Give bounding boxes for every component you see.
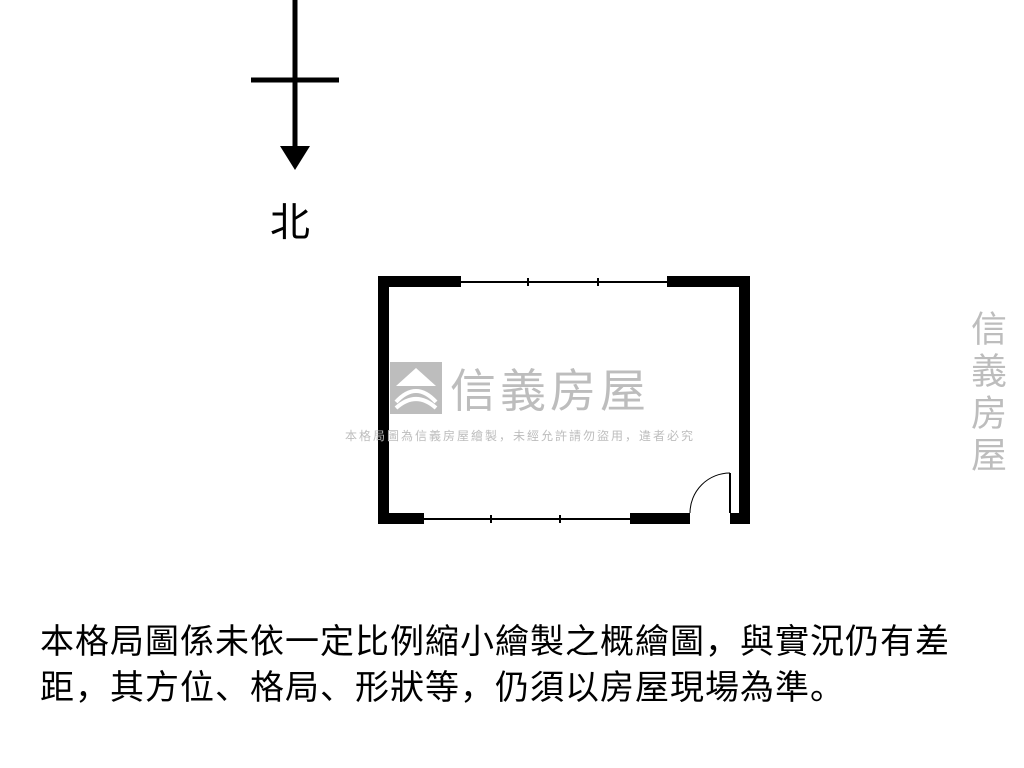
arrow-down-icon	[235, 0, 355, 200]
window-end	[630, 513, 632, 524]
wall	[378, 276, 389, 524]
window-rail	[459, 281, 669, 283]
door-opening	[690, 513, 730, 524]
window-mullion	[559, 515, 561, 523]
window-end	[667, 276, 669, 287]
window-end	[422, 513, 424, 524]
floorplan-room	[378, 276, 750, 524]
door-swing-icon	[690, 473, 730, 513]
disclaimer-text: 本格局圖係未依一定比例縮小繪製之概繪圖，與實況仍有差距，其方位、格局、形狀等，仍…	[40, 620, 990, 712]
window-rail	[422, 518, 632, 520]
north-label: 北	[270, 190, 310, 248]
window-mullion	[490, 515, 492, 523]
window-mullion	[597, 278, 599, 286]
window-mullion	[527, 278, 529, 286]
window-end	[459, 276, 461, 287]
diagram-canvas: 北 信義房屋 本格局圖為信義房屋繪製，未經允許請勿盜用，違者必究 信義房屋 本格…	[0, 0, 1024, 768]
side-watermark: 信義房屋	[960, 310, 1012, 478]
window	[459, 276, 669, 287]
window	[422, 513, 632, 524]
wall	[739, 276, 750, 524]
